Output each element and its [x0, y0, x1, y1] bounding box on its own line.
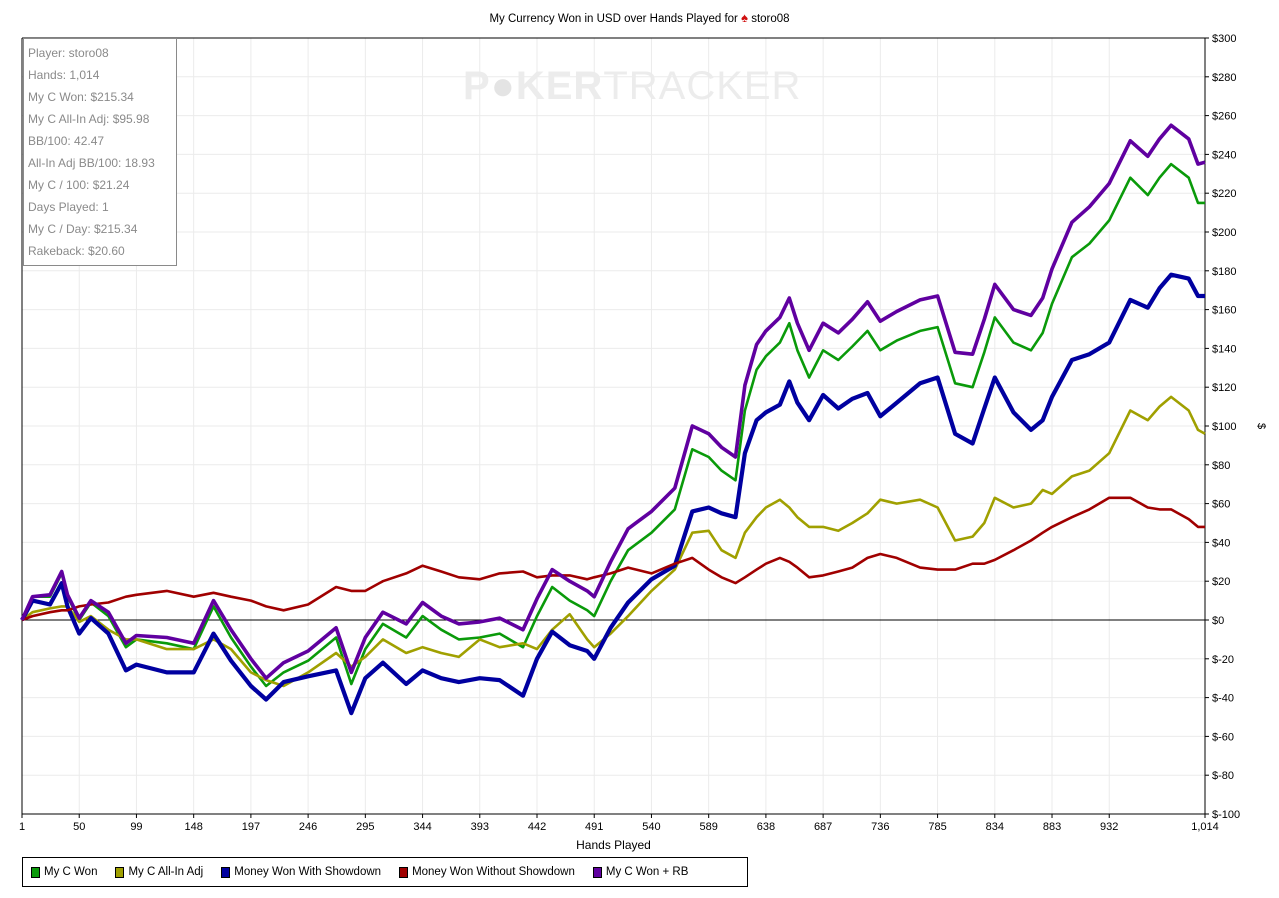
y-tick-label: $200 — [1212, 227, 1236, 239]
legend-label: Money Won With Showdown — [234, 866, 382, 878]
y-tick-label: $120 — [1212, 382, 1236, 394]
x-tick-label: 99 — [130, 821, 142, 833]
legend-label: My C All-In Adj — [128, 866, 204, 878]
stat-line: Rakeback: $20.60 — [28, 244, 125, 258]
spade-icon: ♠ — [741, 10, 748, 25]
stat-line: BB/100: 42.47 — [28, 134, 105, 148]
legend-swatch — [115, 866, 125, 878]
y-tick-label: $240 — [1212, 149, 1236, 161]
y-tick-label: $220 — [1212, 188, 1236, 200]
chart-title: My Currency Won in USD over Hands Played… — [0, 10, 1279, 25]
legend-item[interactable]: My C Won — [31, 866, 97, 878]
legend-swatch — [592, 866, 602, 878]
x-tick-label: 246 — [299, 821, 317, 833]
x-tick-label: 589 — [699, 821, 717, 833]
x-tick-label: 442 — [528, 821, 546, 833]
chart-title-player: storo08 — [751, 13, 790, 25]
x-tick-label: 785 — [928, 821, 946, 833]
x-tick-label: 197 — [242, 821, 260, 833]
stat-line: My C All-In Adj: $95.98 — [28, 112, 150, 126]
grid-lines — [22, 37, 1205, 815]
series-lines — [20, 123, 1206, 716]
stat-line: Hands: 1,014 — [28, 68, 100, 82]
x-tick-label: 687 — [814, 821, 832, 833]
y-axis-title: $ — [1255, 423, 1267, 429]
y-tick-label: $260 — [1212, 111, 1236, 123]
x-tick-label: 834 — [986, 821, 1004, 833]
stat-line: All-In Adj BB/100: 18.93 — [28, 156, 155, 170]
legend-item[interactable]: My C All-In Adj — [115, 866, 203, 878]
x-tick-label: 148 — [184, 821, 202, 833]
x-tick-label: 1 — [19, 821, 25, 833]
pokertracker-logo-watermark: P●KERTRACKER — [463, 64, 802, 108]
legend-swatch — [221, 866, 231, 878]
x-tick-label: 295 — [356, 821, 374, 833]
y-tick-label: $-60 — [1212, 731, 1234, 743]
y-tick-label: $-80 — [1212, 770, 1234, 782]
y-tick-label: $-20 — [1212, 654, 1234, 666]
y-tick-label: $300 — [1212, 33, 1236, 45]
player-stats-box: Player: storo08 Hands: 1,014 My C Won: $21… — [23, 38, 177, 266]
y-tick-label: $40 — [1212, 537, 1230, 549]
y-tick-label: $-40 — [1212, 693, 1234, 705]
chart-title-text: My Currency Won in USD over Hands Played… — [489, 13, 738, 25]
y-tick-label: $-100 — [1212, 809, 1240, 821]
legend-item[interactable]: Money Won Without Showdown — [399, 866, 575, 878]
x-tick-label: 638 — [757, 821, 775, 833]
y-tick-label: $280 — [1212, 72, 1236, 84]
legend-swatch — [31, 866, 40, 878]
x-tick-label: 1,014 — [1191, 821, 1219, 833]
y-tick-label: $60 — [1212, 499, 1230, 511]
x-tick-label: 736 — [871, 821, 889, 833]
legend-label: My C Won — [44, 866, 98, 878]
tick-labels: $300 $280 $260 $240 $220 $200 $180 $160 $140 $120… — [19, 33, 1267, 852]
y-tick-label: $160 — [1212, 305, 1236, 317]
x-axis-title: Hands Played — [576, 838, 651, 852]
stat-line: My C / 100: $21.24 — [28, 178, 130, 192]
x-tick-label: 50 — [73, 821, 85, 833]
x-tick-label: 491 — [585, 821, 603, 833]
stat-line: Player: storo08 — [28, 46, 109, 60]
y-tick-label: $0 — [1212, 615, 1224, 627]
chart-legend: My C Won My C All-In Adj Money Won With Sh… — [22, 857, 748, 887]
y-tick-label: $80 — [1212, 460, 1230, 472]
y-tick-label: $100 — [1212, 421, 1236, 433]
x-tick-label: 540 — [642, 821, 660, 833]
stat-line: My C / Day: $215.34 — [28, 222, 138, 236]
x-tick-label: 883 — [1043, 821, 1061, 833]
x-tick-label: 932 — [1100, 821, 1118, 833]
poker-chip-icon: ● — [490, 64, 516, 108]
y-tick-label: $140 — [1212, 343, 1236, 355]
y-tick-label: $20 — [1212, 576, 1230, 588]
legend-item[interactable]: My C Won + RB — [592, 866, 689, 878]
legend-label: Money Won Without Showdown — [412, 866, 575, 878]
legend-label: My C Won + RB — [605, 866, 689, 878]
y-tick-label: $180 — [1212, 266, 1236, 278]
stat-line: Days Played: 1 — [28, 200, 109, 214]
legend-swatch — [399, 866, 409, 878]
legend-item[interactable]: Money Won With Showdown — [221, 866, 381, 878]
x-tick-label: 393 — [471, 821, 489, 833]
stat-line: My C Won: $215.34 — [28, 90, 134, 104]
x-tick-label: 344 — [413, 821, 431, 833]
